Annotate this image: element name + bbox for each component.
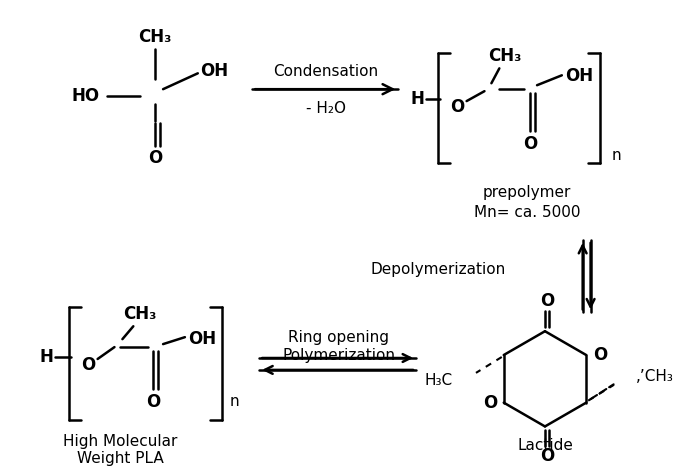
Text: OH: OH	[565, 67, 593, 85]
Text: H: H	[39, 348, 53, 366]
Text: Polymerization: Polymerization	[282, 347, 395, 362]
Text: O: O	[81, 356, 96, 374]
Text: Lactide: Lactide	[517, 438, 573, 453]
Text: Mn= ca. 5000: Mn= ca. 5000	[474, 205, 581, 219]
Text: HO: HO	[72, 87, 100, 105]
Text: O: O	[593, 346, 607, 364]
Text: O: O	[540, 447, 554, 465]
Text: Weight PLA: Weight PLA	[77, 451, 164, 466]
Text: prepolymer: prepolymer	[483, 185, 571, 200]
Text: Ring opening: Ring opening	[288, 329, 389, 345]
Text: O: O	[483, 394, 497, 412]
Text: CH₃: CH₃	[139, 28, 172, 46]
Text: H: H	[410, 90, 424, 108]
Text: O: O	[523, 135, 538, 153]
Text: n: n	[229, 394, 239, 409]
Text: CH₃: CH₃	[124, 306, 157, 323]
Text: OH: OH	[188, 330, 216, 348]
Text: O: O	[146, 392, 161, 411]
Text: n: n	[611, 148, 622, 163]
Text: O: O	[148, 149, 163, 167]
Text: O: O	[540, 292, 554, 311]
Text: ,’CH₃: ,’CH₃	[636, 369, 673, 384]
Text: H₃C: H₃C	[424, 373, 452, 388]
Text: O: O	[451, 98, 465, 116]
Text: High Molecular: High Molecular	[64, 434, 178, 449]
Text: OH: OH	[201, 63, 229, 80]
Text: - H₂O: - H₂O	[306, 101, 346, 116]
Text: CH₃: CH₃	[488, 47, 522, 65]
Text: Depolymerization: Depolymerization	[370, 262, 505, 277]
Text: Condensation: Condensation	[273, 64, 378, 79]
